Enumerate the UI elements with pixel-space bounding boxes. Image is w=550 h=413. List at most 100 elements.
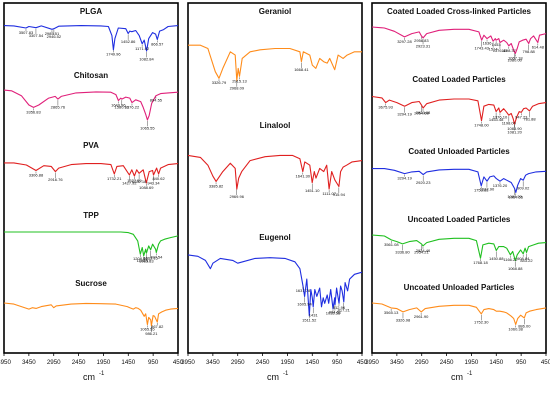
peak-label: 817.21 (338, 307, 351, 312)
peak-label: 2968.09 (230, 86, 245, 91)
peak-label: 1743.43 (474, 46, 489, 51)
peak-label: 1668.41 (294, 67, 309, 72)
x-axis-label-sup: -1 (99, 371, 105, 377)
peak-label: 1450.88 (489, 256, 504, 261)
peak-label: 3294.19 (397, 176, 412, 181)
peak-label: 1637.90 (480, 187, 495, 192)
peak-label: 1232.18 (132, 179, 147, 184)
peak-label: 994.51 (329, 310, 342, 315)
spectrum-line (371, 26, 547, 55)
peak-label: 1208.86 (133, 256, 148, 261)
peak-label: 3307.54 (29, 33, 44, 38)
x-tick-label: 2950 (47, 359, 61, 366)
spectrum-line (371, 95, 547, 125)
peak-label: 1065.55 (140, 125, 155, 130)
series-title: Geraniol (259, 7, 291, 16)
peak-label: 2923.88 (416, 110, 431, 115)
peak-label: 1637.78 (296, 288, 311, 293)
peak-label: 1088.69 (139, 185, 154, 190)
peak-label: 2946.52 (47, 34, 62, 39)
peak-label: 3306.88 (29, 172, 44, 177)
peak-label: 1752.30 (474, 319, 489, 324)
peak-label: 1085.33 (139, 259, 154, 264)
peak-label: 614.48 (532, 44, 545, 49)
peak-label: 2916.76 (48, 177, 63, 182)
spectrum-line (187, 154, 363, 190)
peak-label: 887.54 (150, 254, 163, 259)
peak-label: 840.62 (152, 176, 165, 181)
peak-label: 1514 (489, 47, 499, 52)
peak-label: 2969.96 (229, 194, 244, 199)
series-title: PLGA (80, 7, 102, 16)
panel-frame (187, 2, 363, 354)
peak-label: 3507.83 (19, 30, 34, 35)
peak-label: 2915.13 (232, 78, 247, 83)
series-pva: PVA 3306.88 2916.76 1732.211427.921327.5912… (4, 141, 179, 190)
peak-label: 1081.20 (507, 194, 522, 199)
x-tick-label: 2450 (256, 359, 270, 366)
peak-label: 1080.00 (507, 58, 522, 63)
peak-label: 1083.90 (507, 126, 522, 131)
peak-label: 1033.58 (326, 311, 341, 316)
x-tick-label: 450 (173, 359, 184, 366)
peak-label: 2954.21 (414, 249, 429, 254)
panel-frame (371, 2, 547, 354)
peak-label: 867.82 (151, 324, 164, 329)
peak-label: 2956.83 (414, 38, 429, 43)
peak-label: 986.21 (145, 331, 158, 336)
peak-label: 3385.82 (209, 183, 224, 188)
peak-label: 909.02 (517, 186, 530, 191)
series-title: Coated Loaded Particles (412, 75, 506, 84)
peak-label: 1140.17 (137, 258, 152, 263)
spectrum-line (3, 89, 179, 121)
spectrum-line (4, 231, 179, 257)
peak-label: 781.88 (523, 116, 536, 121)
peak-label: 1636 (483, 41, 493, 46)
peak-label: 894.55 (150, 98, 163, 103)
panel-frame (3, 2, 179, 354)
peak-label: 1641.30 (296, 174, 311, 179)
series-title: Chitosan (74, 71, 108, 80)
series-title: Coated Unloaded Particles (408, 147, 510, 156)
series-title: TPP (83, 211, 99, 220)
x-tick-label: 2950 (415, 359, 429, 366)
peak-label: 1376.45 (493, 48, 508, 53)
peak-label: 1580.91 (115, 105, 130, 110)
series-title: Linalool (260, 121, 291, 130)
peak-label: 866.57 (151, 41, 164, 46)
panel-3: Coated Loaded Cross-linked Particles 3297… (365, 2, 550, 382)
peak-label: 1057.55 (509, 194, 524, 199)
spectrum-line (371, 234, 547, 262)
peak-label: 915.94 (333, 192, 346, 197)
peak-label: 2923.31 (416, 43, 431, 48)
x-tick-label: 3950 (181, 359, 195, 366)
series-title: Uncoated Unloaded Particles (404, 283, 515, 292)
x-tick-label: 1450 (305, 359, 319, 366)
peak-label: 1732.21 (107, 176, 122, 181)
series-title: Sucrose (75, 279, 107, 288)
peak-label: 943.34 (147, 180, 160, 185)
peak-label: 3297.28 (397, 39, 412, 44)
x-tick-label: 1950 (465, 359, 479, 366)
peak-label: 1649.96 (111, 102, 126, 107)
peak-label: 1376.10 (493, 114, 508, 119)
peak-label: 3336.80 (395, 249, 410, 254)
peak-label: 843.22 (520, 258, 533, 263)
peak-label: 1431 (309, 312, 319, 317)
peak-label: 1753.68 (474, 188, 489, 193)
peak-label: 1511.52 (302, 317, 317, 322)
peak-label: 3326.98 (396, 317, 411, 322)
spectrum-line (371, 302, 547, 326)
x-tick-label: 950 (332, 359, 343, 366)
peak-label: 2961.90 (414, 314, 429, 319)
series-coated-loaded-cross-linked-particles: Coated Loaded Cross-linked Particles 3297… (371, 7, 547, 63)
series-title: Eugenol (259, 233, 291, 242)
series-title: Uncoated Loaded Particles (408, 215, 511, 224)
peak-label: 2920.23 (416, 180, 431, 185)
x-axis-label: cm (451, 372, 463, 382)
peak-label: 3326.79 (212, 80, 227, 85)
